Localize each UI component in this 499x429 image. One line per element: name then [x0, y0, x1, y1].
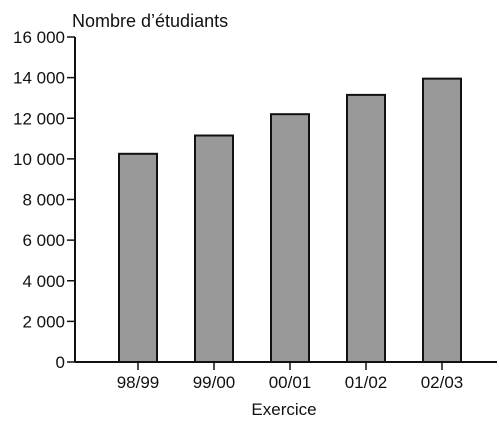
y-axis-ticks: 0 2 000 4 000 6 000 8 000 10 000 12 000 14 000 1…	[13, 28, 75, 372]
y-tick-label: 12 000	[13, 109, 65, 128]
x-tick-label: 02/03	[421, 373, 464, 392]
y-tick-label: 16 000	[13, 28, 65, 47]
y-tick-label: 6 000	[22, 231, 65, 250]
y-tick-label: 0	[56, 353, 65, 372]
bar-series	[118, 77, 462, 363]
bar-98-99	[118, 152, 158, 363]
x-tick-label: 98/99	[117, 373, 160, 392]
x-tick-label: 99/00	[193, 373, 236, 392]
y-axis-title: Nombre d’étudiants	[72, 11, 228, 31]
y-tick-label: 4 000	[22, 272, 65, 291]
bar-01-02	[346, 93, 386, 363]
x-tick-label: 01/02	[345, 373, 388, 392]
y-tick-label: 8 000	[22, 191, 65, 210]
y-tick-label: 14 000	[13, 69, 65, 88]
bar-02-03	[422, 77, 462, 363]
x-axis-title: Exercice	[251, 400, 316, 419]
y-tick-label: 2 000	[22, 312, 65, 331]
bar-00-01	[270, 113, 310, 363]
x-axis-ticks: 98/99 99/00 00/01 01/02 02/03	[117, 362, 464, 392]
x-tick-label: 00/01	[269, 373, 312, 392]
bar-99-00	[194, 134, 234, 363]
axes	[74, 37, 497, 363]
y-tick-label: 10 000	[13, 150, 65, 169]
